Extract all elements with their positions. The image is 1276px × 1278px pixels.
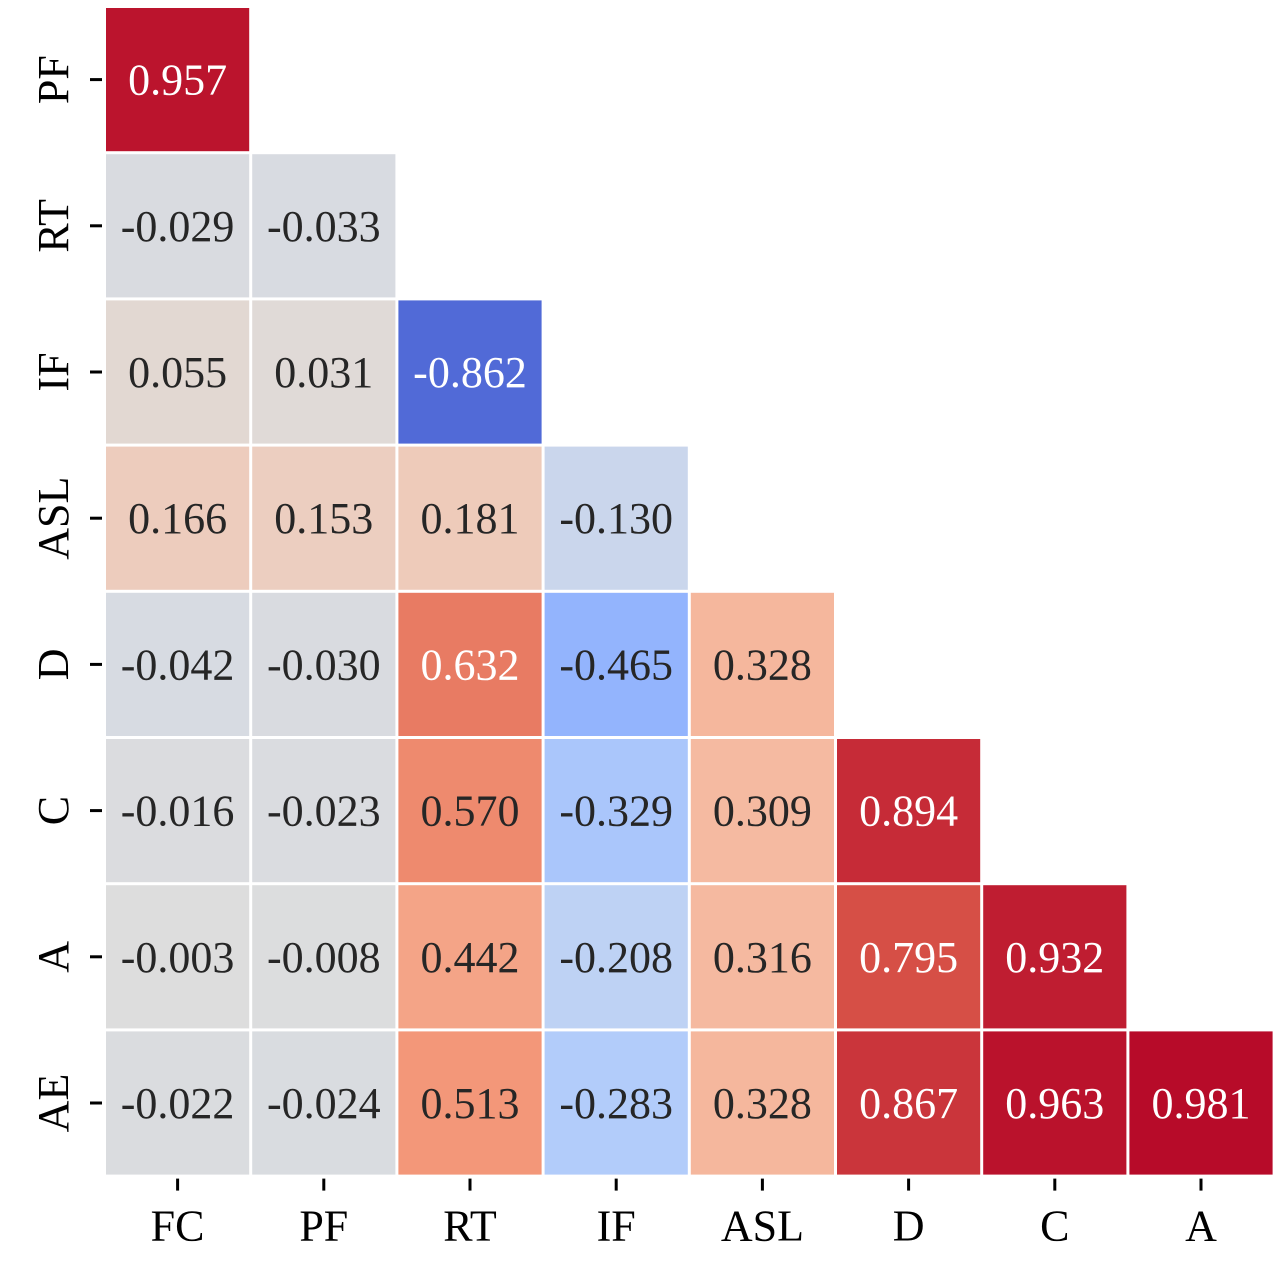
cell-value-label-AE-IF: -0.283: [559, 1079, 673, 1128]
cell-value-label-AE-FC: -0.022: [121, 1079, 235, 1128]
heatmap-cell-AE-D: [837, 1031, 981, 1175]
y-tick-label-PF: PF: [29, 55, 78, 104]
y-tick-label-C: C: [29, 796, 78, 825]
x-tick-label-ASL: ASL: [721, 1202, 804, 1251]
cell-value-label-A-IF: -0.208: [559, 933, 673, 982]
x-tick-label-RT: RT: [443, 1202, 497, 1251]
y-tick-label-AE: AE: [29, 1074, 78, 1133]
heatmap-cell-RT-FC: [106, 154, 250, 298]
heatmap-cell-A-D: [837, 885, 981, 1029]
heatmap-cells: 0.957 -0.029 -0.033 0.055 0.031 -0.862 0.166 0.…: [106, 8, 1273, 1175]
heatmap-cell-D-FC: [106, 592, 250, 736]
heatmap-cell-IF-FC: [106, 300, 250, 444]
cell-value-label-C-RT: 0.570: [421, 787, 520, 836]
heatmap-cell-AE-RT: [398, 1031, 542, 1175]
heatmap-cell-ASL-IF: [544, 446, 688, 590]
cell-value-label-IF-PF: 0.031: [274, 348, 373, 397]
heatmap-cell-A-FC: [106, 885, 250, 1029]
heatmap-cell-C-IF: [544, 739, 688, 883]
cell-value-label-RT-FC: -0.029: [121, 202, 235, 251]
heatmap-cell-C-RT: [398, 739, 542, 883]
heatmap-cell-AE-C: [983, 1031, 1127, 1175]
y-tick-label-ASL: ASL: [29, 477, 78, 560]
y-tick-label-IF: IF: [29, 352, 78, 391]
heatmap-cell-C-FC: [106, 739, 250, 883]
cell-value-label-D-RT: 0.632: [421, 640, 520, 689]
heatmap-cell-ASL-FC: [106, 446, 250, 590]
heatmap-cell-A-IF: [544, 885, 688, 1029]
cell-value-label-D-PF: -0.030: [267, 640, 381, 689]
heatmap-cell-C-PF: [252, 739, 396, 883]
x-tick-label-IF: IF: [597, 1202, 636, 1251]
y-axis: PF RT IF ASL D C A AE: [29, 55, 102, 1132]
cell-value-label-A-RT: 0.442: [421, 933, 520, 982]
cell-value-label-A-D: 0.795: [859, 933, 958, 982]
heatmap-cell-C-D: [837, 739, 981, 883]
x-tick-label-A: A: [1185, 1202, 1217, 1251]
cell-value-label-RT-PF: -0.033: [267, 202, 381, 251]
heatmap-cell-AE-IF: [544, 1031, 688, 1175]
y-tick-label-D: D: [29, 649, 78, 681]
cell-value-label-D-IF: -0.465: [559, 640, 673, 689]
cell-value-label-AE-A: 0.981: [1152, 1079, 1251, 1128]
x-tick-label-FC: FC: [151, 1202, 205, 1251]
cell-value-label-AE-ASL: 0.328: [713, 1079, 812, 1128]
heatmap-cell-AE-ASL: [690, 1031, 834, 1175]
heatmap-cell-AE-A: [1129, 1031, 1273, 1175]
cell-value-label-D-ASL: 0.328: [713, 640, 812, 689]
cell-value-label-A-FC: -0.003: [121, 933, 235, 982]
cell-value-label-AE-PF: -0.024: [267, 1079, 381, 1128]
heatmap-cell-RT-PF: [252, 154, 396, 298]
heatmap-cell-AE-FC: [106, 1031, 250, 1175]
cell-value-label-A-ASL: 0.316: [713, 933, 812, 982]
heatmap-cell-IF-RT: [398, 300, 542, 444]
cell-value-label-ASL-PF: 0.153: [274, 494, 373, 543]
heatmap-cell-D-RT: [398, 592, 542, 736]
cell-value-label-C-D: 0.894: [859, 787, 958, 836]
x-tick-label-PF: PF: [299, 1202, 348, 1251]
heatmap-cell-A-PF: [252, 885, 396, 1029]
x-tick-label-D: D: [893, 1202, 925, 1251]
y-tick-label-A: A: [29, 941, 78, 973]
x-axis: FC PF RT IF ASL D C A: [151, 1178, 1217, 1251]
heatmap-cell-D-IF: [544, 592, 688, 736]
heatmap-cell-A-RT: [398, 885, 542, 1029]
cell-value-label-C-ASL: 0.309: [713, 787, 812, 836]
heatmap-cell-ASL-PF: [252, 446, 396, 590]
heatmap-cell-C-ASL: [690, 739, 834, 883]
heatmap-cell-A-C: [983, 885, 1127, 1029]
cell-value-label-C-FC: -0.016: [121, 787, 235, 836]
cell-value-label-C-PF: -0.023: [267, 787, 381, 836]
cell-value-label-A-C: 0.932: [1005, 933, 1104, 982]
cell-value-label-C-IF: -0.329: [559, 787, 673, 836]
cell-value-label-A-PF: -0.008: [267, 933, 381, 982]
y-tick-label-RT: RT: [29, 199, 78, 253]
cell-value-label-PF-FC: 0.957: [128, 56, 227, 105]
heatmap-cell-D-ASL: [690, 592, 834, 736]
cell-value-label-AE-RT: 0.513: [421, 1079, 520, 1128]
cell-value-label-AE-C: 0.963: [1005, 1079, 1104, 1128]
cell-value-label-AE-D: 0.867: [859, 1079, 958, 1128]
heatmap-cell-IF-PF: [252, 300, 396, 444]
cell-value-label-ASL-RT: 0.181: [421, 494, 520, 543]
heatmap-cell-AE-PF: [252, 1031, 396, 1175]
x-tick-label-C: C: [1040, 1202, 1069, 1251]
heatmap-cell-A-ASL: [690, 885, 834, 1029]
cell-value-label-IF-FC: 0.055: [128, 348, 227, 397]
cell-value-label-D-FC: -0.042: [121, 640, 235, 689]
cell-value-label-ASL-FC: 0.166: [128, 494, 227, 543]
cell-value-label-ASL-IF: -0.130: [559, 494, 673, 543]
cell-value-label-IF-RT: -0.862: [413, 348, 527, 397]
heatmap-cell-PF-FC: [106, 8, 250, 152]
heatmap-cell-D-PF: [252, 592, 396, 736]
heatmap-cell-ASL-RT: [398, 446, 542, 590]
